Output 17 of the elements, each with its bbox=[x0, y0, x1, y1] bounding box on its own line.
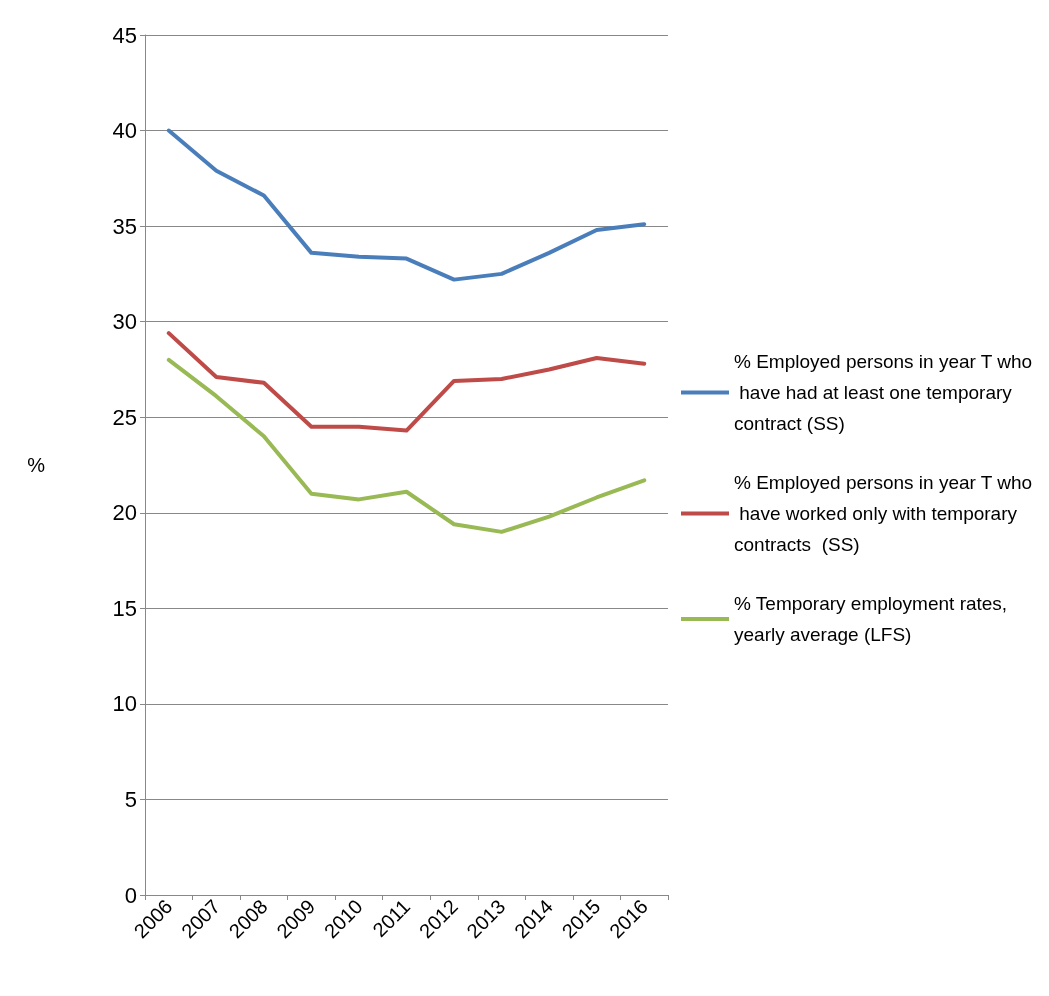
y-tick-label: 25 bbox=[112, 404, 137, 430]
line-series bbox=[166, 128, 647, 282]
legend-label: % Employed persons in year T who have had at least one temporary contract (SS) bbox=[734, 351, 1033, 434]
y-tick-label: 5 bbox=[124, 786, 137, 812]
y-tick-label: 20 bbox=[112, 500, 137, 526]
y-tick-label: 35 bbox=[112, 213, 137, 239]
line-series bbox=[166, 357, 647, 534]
y-tick-label: 40 bbox=[112, 118, 137, 144]
y-tick-label: 15 bbox=[112, 595, 137, 621]
legend-label: % Temporary employment rates, yearly average (LFS) bbox=[734, 593, 1013, 645]
legend-label: % Employed persons in year T who have worked only with temporary contracts (SS) bbox=[734, 472, 1033, 555]
line-series bbox=[166, 331, 647, 433]
y-axis-title: % bbox=[27, 454, 46, 476]
y-tick-label: 10 bbox=[112, 691, 137, 717]
y-tick-label: 30 bbox=[112, 309, 137, 335]
y-tick-label: 0 bbox=[124, 882, 137, 908]
y-tick-label: 45 bbox=[112, 22, 137, 48]
